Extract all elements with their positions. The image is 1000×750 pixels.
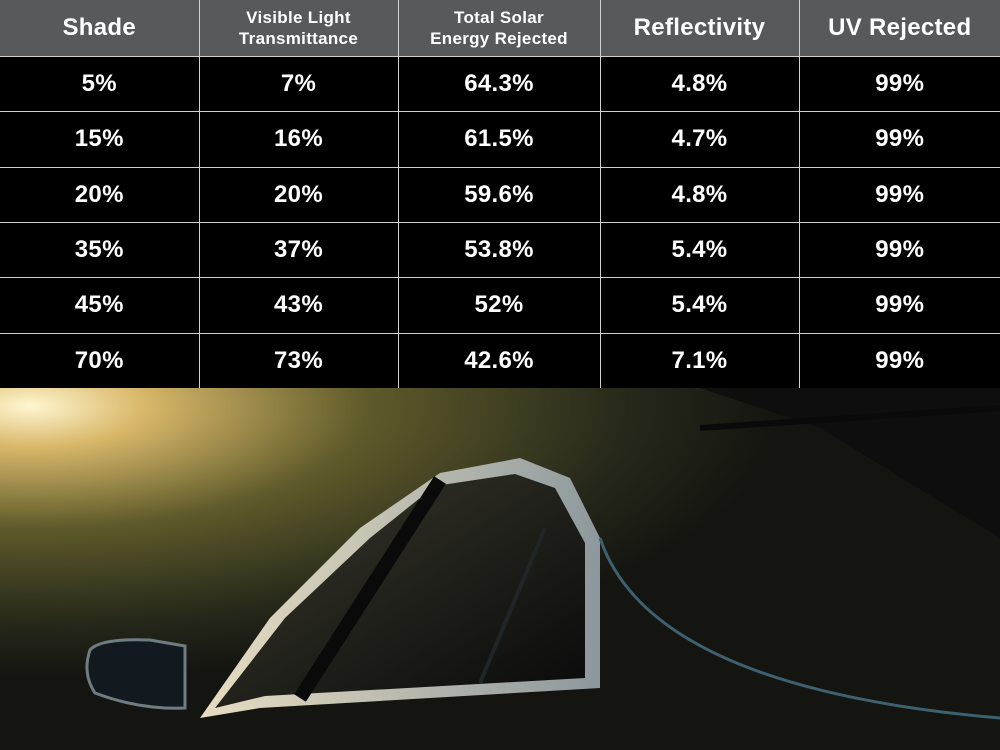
table-cell: 5% bbox=[0, 55, 200, 113]
car-photo bbox=[0, 388, 1000, 750]
table-cell: 70% bbox=[0, 332, 200, 388]
table-cell: 61.5% bbox=[397, 111, 601, 168]
table-cell: 4.8% bbox=[599, 55, 800, 113]
table-row: 70% 73% 42.6% 7.1% 99% bbox=[0, 332, 1000, 388]
table-cell: 5.4% bbox=[599, 277, 800, 334]
table-cell: 99% bbox=[798, 55, 1000, 113]
table-cell: 7.1% bbox=[599, 332, 800, 388]
table-cell: 64.3% bbox=[397, 55, 601, 113]
table-cell: 99% bbox=[798, 332, 1000, 388]
table-cell: 43% bbox=[198, 277, 399, 334]
header-row: Shade Visible Light Transmittance Total So… bbox=[0, 0, 1000, 57]
table-cell: 35% bbox=[0, 221, 200, 279]
tint-table: Shade Visible Light Transmittance Total So… bbox=[0, 0, 1000, 388]
table-cell: 5.4% bbox=[599, 221, 800, 279]
table-cell: 45% bbox=[0, 277, 200, 334]
table-row: 20% 20% 59.6% 4.8% 99% bbox=[0, 166, 1000, 223]
header-cell: Total Solar Energy Rejected bbox=[397, 0, 601, 57]
header-cell: Shade bbox=[0, 0, 200, 57]
table-row: 15% 16% 61.5% 4.7% 99% bbox=[0, 111, 1000, 168]
table-cell: 16% bbox=[198, 111, 399, 168]
header-cell: Visible Light Transmittance bbox=[198, 0, 399, 57]
table-cell: 37% bbox=[198, 221, 399, 279]
table-cell: 4.8% bbox=[599, 166, 800, 223]
table-cell: 15% bbox=[0, 111, 200, 168]
table-cell: 7% bbox=[198, 55, 399, 113]
table-cell: 20% bbox=[0, 166, 200, 223]
table-cell: 99% bbox=[798, 166, 1000, 223]
table-cell: 99% bbox=[798, 221, 1000, 279]
table-cell: 99% bbox=[798, 277, 1000, 334]
header-cell: Reflectivity bbox=[599, 0, 800, 57]
table-cell: 52% bbox=[397, 277, 601, 334]
table-cell: 99% bbox=[798, 111, 1000, 168]
table-cell: 73% bbox=[198, 332, 399, 388]
table-cell: 20% bbox=[198, 166, 399, 223]
table-body: 5% 7% 64.3% 4.8% 99% 15% 16% 61.5% 4.7% 99% 20% 20%… bbox=[0, 55, 1000, 388]
table-row: 45% 43% 52% 5.4% 99% bbox=[0, 277, 1000, 334]
header-cell: UV Rejected bbox=[798, 0, 1000, 57]
table-cell: 4.7% bbox=[599, 111, 800, 168]
table-cell: 53.8% bbox=[397, 221, 601, 279]
table-cell: 42.6% bbox=[397, 332, 601, 388]
table-row: 5% 7% 64.3% 4.8% 99% bbox=[0, 55, 1000, 113]
table-row: 35% 37% 53.8% 5.4% 99% bbox=[0, 221, 1000, 279]
table-cell: 59.6% bbox=[397, 166, 601, 223]
